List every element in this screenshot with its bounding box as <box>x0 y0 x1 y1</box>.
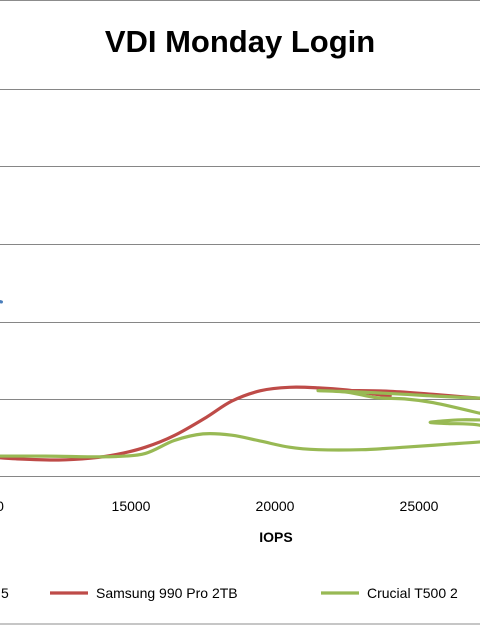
x-tick-label: 25000 <box>400 498 439 514</box>
x-tick-label: 0 <box>0 498 4 514</box>
series-line-0 <box>0 299 3 304</box>
legend-label: 5 <box>1 585 9 601</box>
grid-lines <box>0 89 480 477</box>
chart-title: VDI Monday Login <box>105 24 375 59</box>
series-line-2 <box>0 389 480 459</box>
legend-label: Crucial T500 2 <box>367 585 458 601</box>
x-tick-label: 20000 <box>256 498 295 514</box>
x-tick-label: 15000 <box>112 498 151 514</box>
x-axis-title: IOPS <box>259 529 292 545</box>
legend-label: Samsung 990 Pro 2TB <box>96 585 238 601</box>
series-layer <box>0 299 480 462</box>
legend: 5 Samsung 990 Pro 2TB Crucial T500 2 <box>1 585 458 601</box>
